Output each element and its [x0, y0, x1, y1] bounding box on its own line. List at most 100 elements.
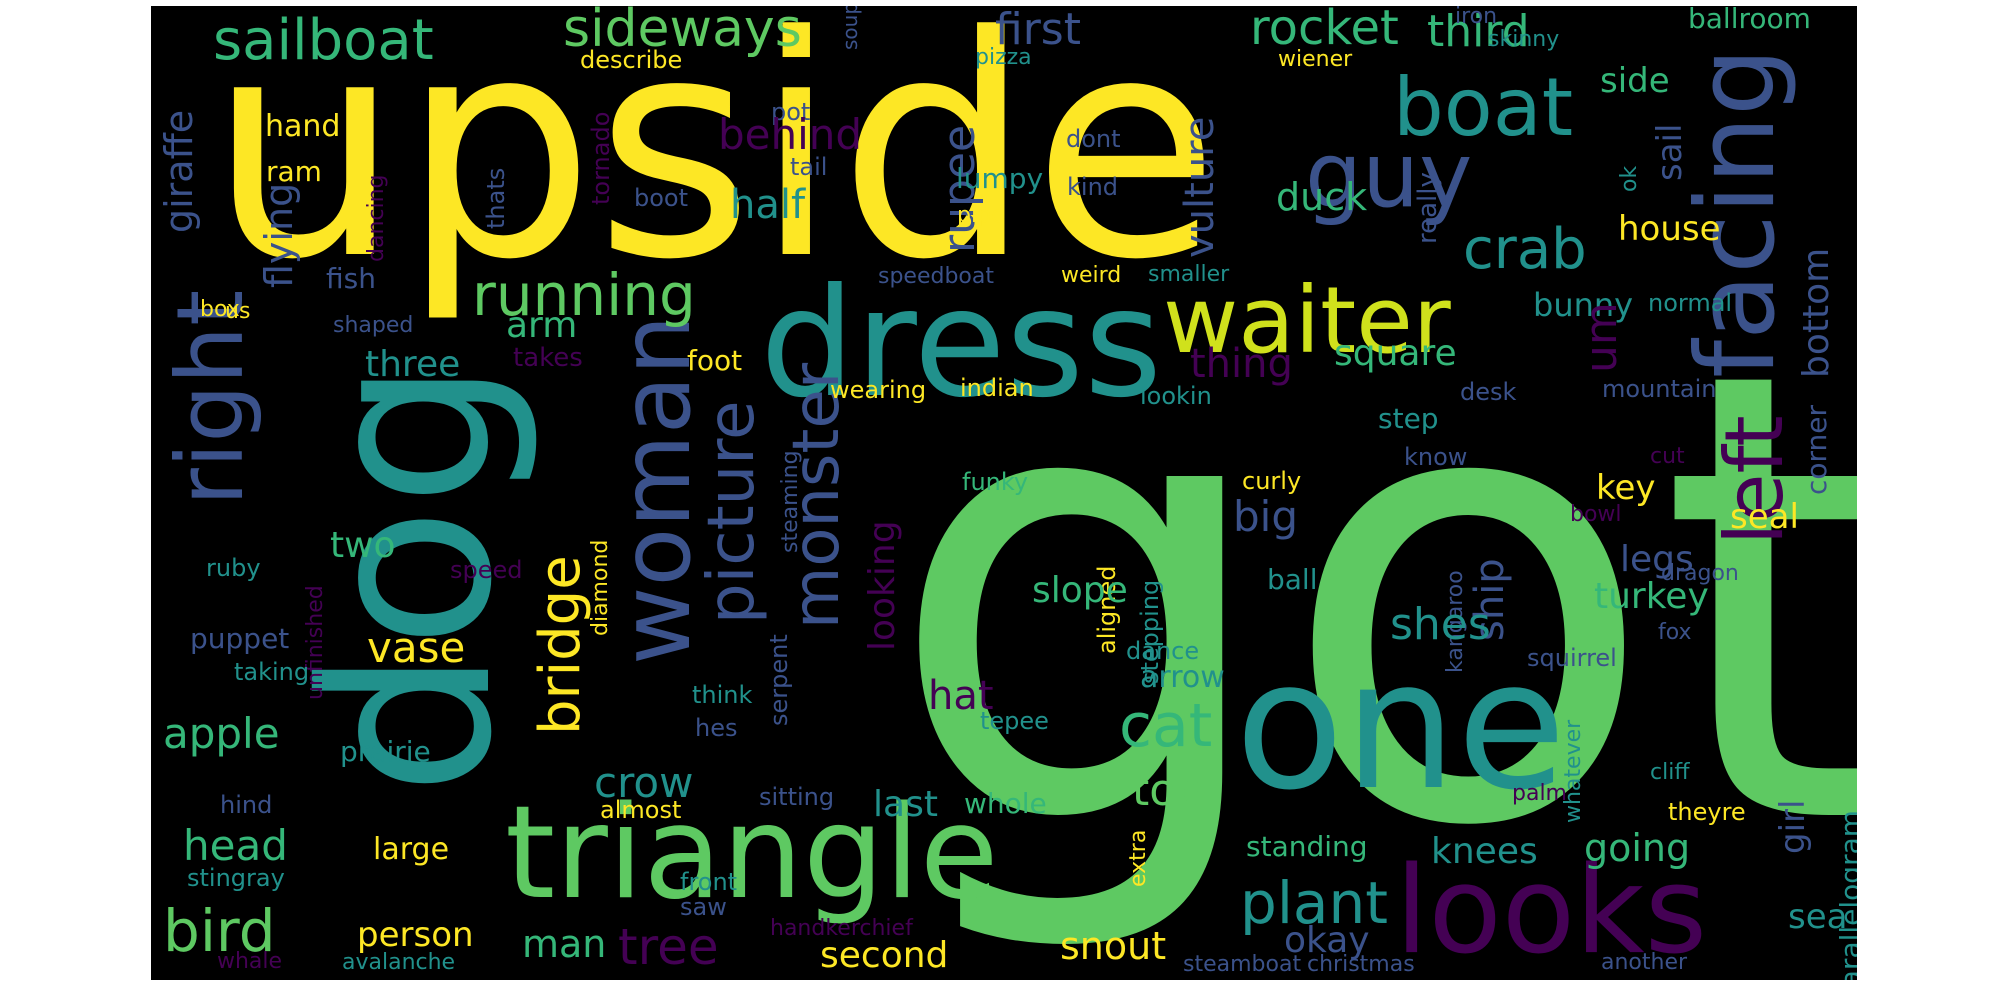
word-standing: standing: [1246, 830, 1368, 863]
word-flying: flying: [257, 182, 301, 288]
word-turkey: turkey: [1594, 576, 1709, 617]
word-hat: hat: [928, 673, 994, 719]
word-steaming: steaming: [778, 450, 803, 553]
word-bunny: bunny: [1533, 286, 1634, 324]
word-going: going: [1584, 826, 1691, 870]
word-front: front: [680, 868, 738, 896]
word-big: big: [1233, 492, 1298, 541]
word-pot: pot: [771, 98, 811, 126]
word-sideways: sideways: [563, 6, 802, 59]
word-key: key: [1596, 468, 1656, 508]
word-looking: looking: [862, 520, 903, 651]
word-plant: plant: [1240, 869, 1388, 937]
word-tepee: tepee: [980, 707, 1049, 735]
word-last: last: [873, 784, 938, 825]
word-man: man: [522, 922, 607, 966]
word-triangle: triangle: [505, 779, 999, 928]
word-hand: hand: [265, 109, 341, 144]
word-theyre: theyre: [1668, 798, 1746, 826]
word-person: person: [357, 915, 474, 955]
word-ok: ok: [1617, 165, 1642, 192]
word-saw: saw: [680, 893, 727, 921]
word-okay: okay: [1284, 920, 1370, 961]
word-bowl: bowl: [1570, 502, 1622, 527]
word-ball: ball: [1267, 563, 1318, 596]
word-legs: legs: [1620, 539, 1694, 580]
word-um: um: [1576, 302, 1627, 373]
word-takes: takes: [513, 343, 583, 373]
word-tree: tree: [618, 918, 719, 976]
word-second: second: [820, 935, 949, 976]
word-boot: boot: [634, 184, 689, 212]
word-knees: knees: [1431, 831, 1538, 872]
word-hes: hes: [695, 714, 738, 742]
word-boat: boat: [1393, 61, 1574, 154]
word-sitting: sitting: [759, 783, 835, 811]
word-one: one: [1235, 622, 1567, 829]
word-seal: seal: [1730, 497, 1799, 537]
word-shaped: shaped: [333, 313, 414, 338]
word-whatever: whatever: [1561, 719, 1586, 823]
word-vase: vase: [367, 623, 466, 672]
word-dancing: dancing: [364, 174, 389, 262]
word-thats: thats: [482, 167, 510, 229]
word-three: three: [365, 344, 461, 385]
word-vulture: vulture: [1177, 116, 1223, 258]
word-another: another: [1601, 950, 1688, 975]
word-arrow: arrow: [1140, 660, 1225, 695]
word-first: first: [995, 6, 1081, 55]
word-mountain: mountain: [1602, 375, 1717, 403]
word-serpent: serpent: [765, 634, 793, 726]
word-thing: thing: [1190, 341, 1293, 387]
word-think: think: [692, 681, 753, 709]
word-wearing: wearing: [830, 376, 927, 404]
word-foot: foot: [687, 344, 743, 377]
word-third: third: [1427, 6, 1530, 57]
word-cat: cat: [1119, 691, 1213, 761]
word-curly: curly: [1242, 467, 1302, 495]
word-waiter: waiter: [1163, 267, 1451, 374]
word-puppet: puppet: [190, 622, 290, 655]
word-sailboat: sailboat: [213, 8, 434, 73]
word-speedboat: speedboat: [878, 264, 994, 289]
word-square: square: [1334, 333, 1457, 374]
word-tornado: tornado: [587, 111, 615, 205]
word-dance: dance: [1126, 637, 1200, 665]
word-funky: funky: [962, 468, 1029, 496]
word-picture: picture: [695, 400, 769, 624]
word-lumpy: lumpy: [956, 162, 1044, 195]
word-whale: whale: [217, 949, 283, 974]
word-large: large: [373, 832, 450, 867]
word-almost: almost: [600, 796, 682, 824]
word-diamond: diamond: [588, 539, 613, 636]
word-duck: duck: [1276, 175, 1368, 219]
word-prairie: prairie: [340, 735, 431, 768]
word-shes: shes: [1390, 599, 1491, 650]
word-guy: guy: [1305, 123, 1473, 228]
word-arm: arm: [506, 305, 578, 346]
word-pizza: pizza: [975, 45, 1032, 70]
word-lookin: lookin: [1140, 382, 1212, 410]
word-pipe: pipe: [957, 203, 1005, 228]
word-crow: crow: [594, 758, 694, 807]
word-head: head: [183, 821, 288, 870]
word-corner: corner: [1800, 404, 1833, 495]
word-half: half: [730, 182, 806, 228]
word-behind: behind: [718, 110, 863, 159]
word-skinny: skinny: [1488, 27, 1560, 52]
word-know: know: [1404, 443, 1468, 471]
word-speed: speed: [450, 556, 523, 584]
word-us: us: [225, 299, 251, 324]
word-weird: weird: [1061, 263, 1122, 288]
word-rocket: rocket: [1250, 6, 1399, 56]
word-really: really: [1413, 172, 1443, 244]
word-bottom: bottom: [1796, 247, 1837, 378]
word-sea: sea: [1788, 897, 1848, 937]
word-cut: cut: [1650, 444, 1685, 469]
word-box: box: [200, 297, 240, 322]
word-stingray: stingray: [187, 864, 285, 892]
word-taking: taking: [234, 658, 310, 686]
word-side: side: [1600, 61, 1670, 101]
word-indian: indian: [960, 374, 1034, 402]
word-looks: looks: [1395, 842, 1708, 980]
